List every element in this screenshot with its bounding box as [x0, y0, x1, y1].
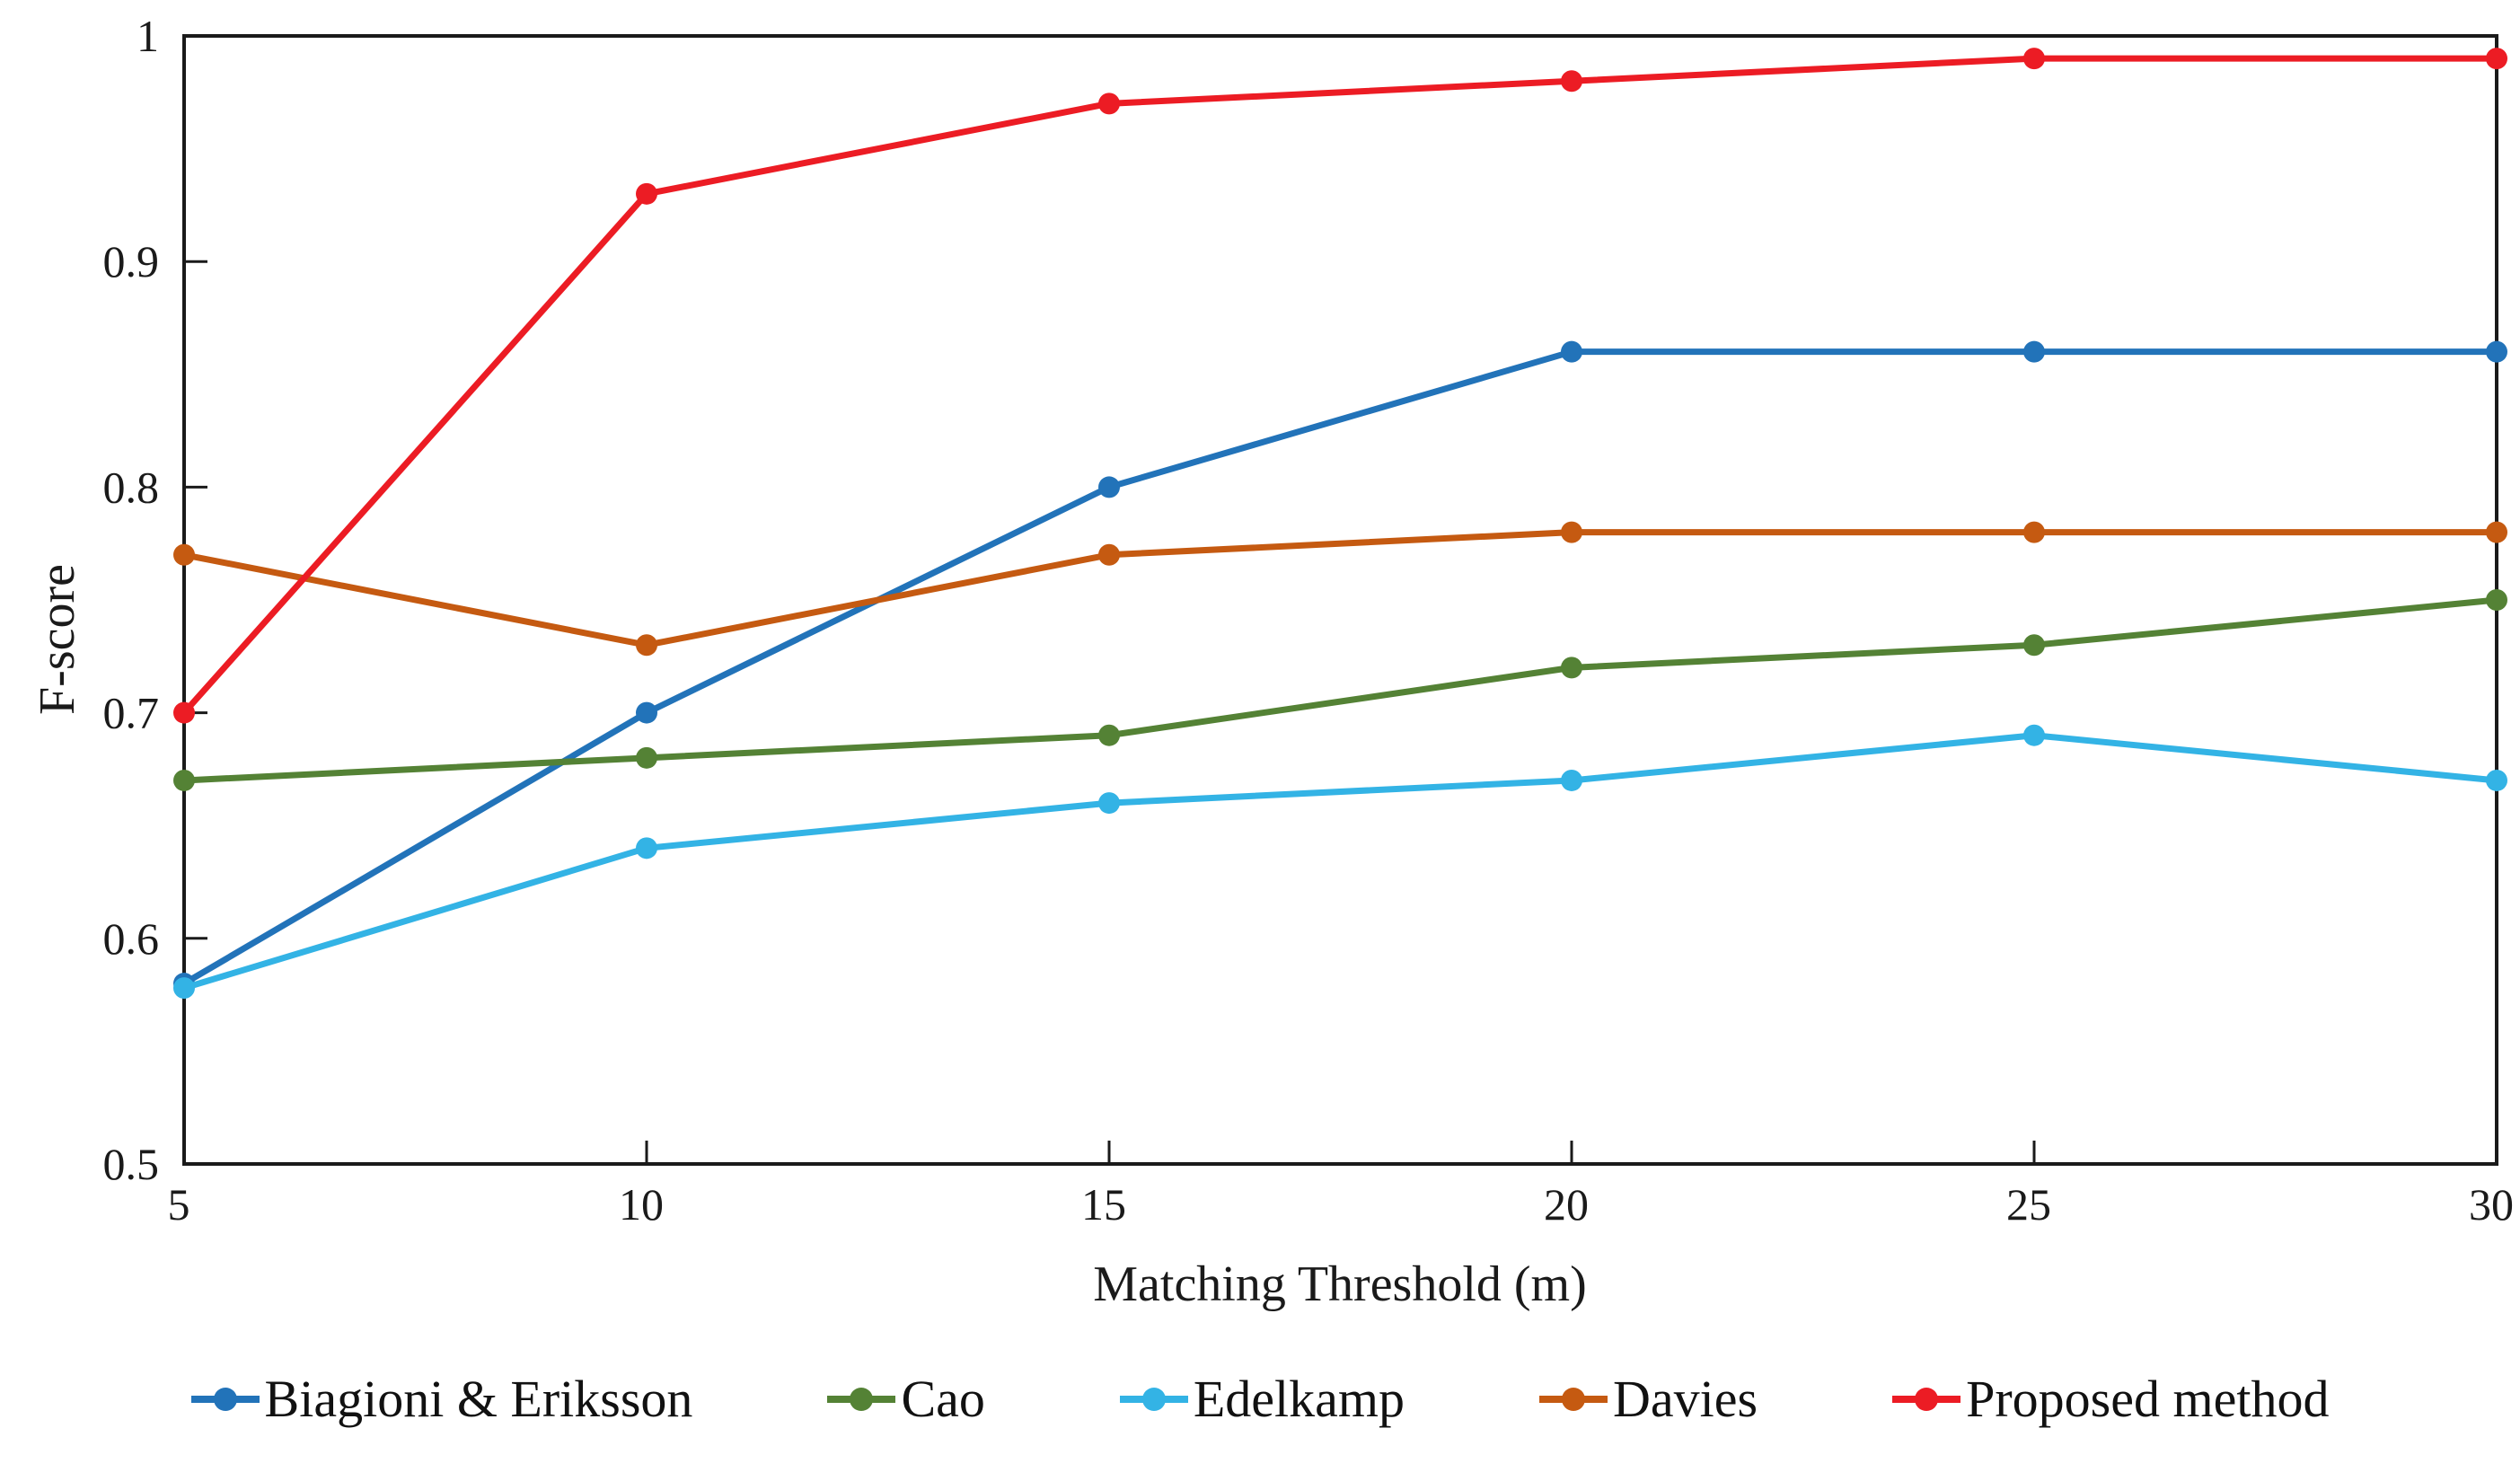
- legend-marker-icon: [1539, 1388, 1608, 1411]
- y-tick-label: 1: [137, 11, 159, 61]
- series-biagioni-eriksson: [173, 340, 2507, 995]
- data-point-cao-x5: [173, 769, 195, 791]
- legend-item-cao: Cao: [827, 1370, 985, 1428]
- data-point-biagioni-eriksson-x10: [636, 701, 657, 724]
- chart-legend: Biagioni & Eriksson Cao Edelkamp Davies Prop…: [0, 1336, 2520, 1462]
- data-point-davies-x5: [173, 543, 195, 566]
- series-layer: [173, 48, 2507, 1000]
- data-point-davies-x20: [1561, 521, 1582, 543]
- y-tick-label: 0.8: [103, 462, 160, 512]
- legend-dot-icon: [213, 1388, 237, 1411]
- data-point-proposed-method-x20: [1561, 70, 1582, 93]
- data-point-davies-x15: [1098, 543, 1120, 566]
- data-point-edelkamp-x30: [2486, 769, 2507, 791]
- legend-marker-icon: [1892, 1388, 1961, 1411]
- legend-dot-icon: [1141, 1388, 1166, 1411]
- y-tick-label: 0.5: [103, 1139, 160, 1189]
- data-point-proposed-method-x25: [2023, 48, 2045, 70]
- legend-item-edelkamp: Edelkamp: [1119, 1370, 1405, 1428]
- y-tick-label: 0.6: [103, 913, 160, 964]
- legend-label: Biagioni & Eriksson: [264, 1370, 693, 1428]
- x-axis: 5 10 15 20 25 30: [168, 1141, 2514, 1230]
- series-line-edelkamp: [181, 732, 2500, 992]
- data-point-edelkamp-x15: [1098, 792, 1120, 815]
- x-axis-title: Matching Threshold (m): [1093, 1256, 1587, 1312]
- data-point-edelkamp-x25: [2023, 724, 2045, 746]
- data-point-proposed-method-x10: [636, 182, 657, 205]
- x-tick-label: 30: [2469, 1179, 2514, 1230]
- y-tick-label: 0.9: [103, 236, 160, 287]
- series-line-cao: [181, 596, 2500, 784]
- data-point-cao-x15: [1098, 724, 1120, 746]
- series-edelkamp: [173, 724, 2507, 1000]
- data-point-proposed-method-x30: [2486, 48, 2507, 70]
- data-point-cao-x25: [2023, 634, 2045, 657]
- y-axis: 1 0.9 0.8 0.7 0.6 0.5: [103, 11, 207, 1189]
- data-point-edelkamp-x20: [1561, 769, 1582, 791]
- series-cao: [173, 589, 2507, 791]
- x-tick-label: 5: [168, 1179, 190, 1230]
- data-point-cao-x10: [636, 746, 657, 769]
- x-tick-label: 10: [619, 1179, 664, 1230]
- series-davies: [173, 521, 2507, 657]
- data-point-proposed-method-x15: [1098, 93, 1120, 115]
- y-tick-label: 0.7: [103, 688, 160, 738]
- legend-marker-icon: [827, 1388, 896, 1411]
- x-tick-label: 25: [2006, 1179, 2051, 1230]
- data-point-biagioni-eriksson-x20: [1561, 340, 1582, 363]
- legend-label: Cao: [901, 1370, 985, 1428]
- y-axis-title: F-score: [30, 564, 85, 715]
- data-point-davies-x25: [2023, 521, 2045, 543]
- series-line-biagioni-eriksson: [181, 348, 2500, 987]
- legend-item-proposed-method: Proposed method: [1892, 1373, 2329, 1425]
- x-tick-label: 20: [1544, 1179, 1589, 1230]
- data-point-cao-x20: [1561, 657, 1582, 679]
- series-line-davies: [181, 529, 2500, 648]
- plot-border: [182, 34, 2498, 1166]
- x-tick-label: 15: [1081, 1179, 1126, 1230]
- legend-label: Proposed method: [1966, 1370, 2330, 1428]
- data-point-davies-x10: [636, 634, 657, 657]
- legend-item-davies: Davies: [1539, 1373, 1758, 1425]
- data-point-davies-x30: [2486, 521, 2507, 543]
- legend-item-biagioni-eriksson: Biagioni & Eriksson: [190, 1370, 693, 1428]
- legend-marker-icon: [190, 1388, 260, 1411]
- legend-dot-icon: [1562, 1388, 1586, 1411]
- series-proposed-method: [173, 48, 2507, 724]
- data-point-proposed-method-x5: [173, 701, 195, 724]
- legend-dot-icon: [1915, 1388, 1939, 1411]
- data-point-edelkamp-x5: [173, 977, 195, 1000]
- series-line-proposed-method: [181, 55, 2500, 717]
- data-point-cao-x30: [2486, 589, 2507, 611]
- data-point-edelkamp-x10: [636, 837, 657, 860]
- legend-label: Edelkamp: [1193, 1370, 1405, 1428]
- legend-label: Davies: [1613, 1370, 1758, 1428]
- data-point-biagioni-eriksson-x25: [2023, 340, 2045, 363]
- data-point-biagioni-eriksson-x30: [2486, 340, 2507, 363]
- data-point-biagioni-eriksson-x15: [1098, 476, 1120, 498]
- legend-dot-icon: [850, 1388, 874, 1411]
- legend-marker-icon: [1119, 1388, 1188, 1411]
